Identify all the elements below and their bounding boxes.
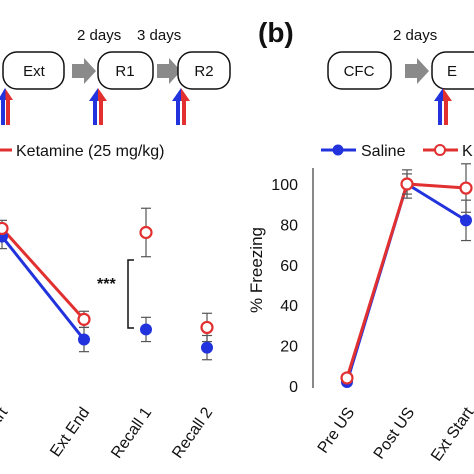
legend-ketamine-label-right: K	[462, 143, 473, 160]
stage-box-ext-label: Ext	[23, 63, 46, 80]
ketamine-point-b	[459, 181, 473, 195]
saline-point	[201, 341, 213, 354]
ketamine-point-b	[340, 371, 354, 385]
x-tick-label: Recall 2	[169, 404, 216, 461]
x-tick-label-b: Post US	[371, 405, 419, 463]
stage-box-e	[431, 51, 474, 90]
x-tick-label-b: Pre US	[315, 405, 359, 457]
stage-box-ext	[2, 51, 65, 90]
interval-label-1: 2 days	[77, 27, 121, 44]
y-tick-label: 40	[280, 298, 298, 315]
right-chart: 0 20 40 60 80 100 % Freezing Pre US Post US Ext S…	[247, 163, 474, 465]
stage-box-r1-label: R1	[115, 63, 134, 80]
legend-saline-marker	[332, 144, 344, 156]
x-tick-label: Recall 1	[108, 404, 155, 461]
left-schematic: 2 days 3 days Ext R1 R2	[0, 27, 231, 125]
interval-label-right: 2 days	[393, 27, 437, 44]
stage-box-e-label: E	[447, 63, 457, 80]
x-tick-label: Start	[0, 404, 12, 442]
saline-point	[78, 333, 90, 346]
ketamine-point	[139, 225, 153, 240]
legend-ketamine-marker-right	[434, 144, 446, 156]
saline-line	[0, 235, 86, 341]
legend-saline-label: Saline	[361, 143, 406, 160]
y-axis-label: % Freezing	[247, 227, 266, 313]
right-schematic: (b) 2 days CFC E	[258, 17, 474, 125]
saline-point	[140, 323, 152, 336]
interval-label-2: 3 days	[137, 27, 181, 44]
y-tick-label: 60	[280, 258, 298, 275]
left-chart: *** Start Ext End Recall 1 Recall 2	[0, 207, 216, 462]
y-tick-label: 100	[271, 177, 298, 194]
ketamine-line-b	[345, 182, 467, 379]
saline-line-b	[345, 181, 467, 383]
injection-arrow-2	[89, 88, 107, 125]
grey-arrow-1	[72, 58, 96, 84]
ketamine-point	[77, 312, 91, 326]
injection-arrow-3	[172, 88, 190, 125]
ketamine-point	[0, 221, 9, 236]
injection-arrow-1	[0, 88, 13, 125]
stage-box-cfc-label: CFC	[344, 63, 375, 80]
stage-box-r2	[177, 51, 231, 90]
panel-b-label: (b)	[258, 17, 294, 48]
significance-bracket	[127, 259, 134, 329]
x-tick-label-b: Ext Start	[428, 404, 474, 464]
significance-stars: ***	[97, 276, 116, 293]
legend-left: Ketamine (25 mg/kg)	[0, 143, 165, 160]
legend-right: Saline K	[321, 143, 473, 160]
stage-box-cfc	[327, 51, 392, 90]
ketamine-point-b	[400, 177, 414, 191]
y-tick-label: 20	[280, 339, 298, 356]
stage-box-r1	[97, 51, 154, 90]
legend-ketamine-label: Ketamine (25 mg/kg)	[16, 143, 165, 160]
injection-arrow-4	[434, 88, 452, 125]
stage-box-r2-label: R2	[194, 63, 213, 80]
saline-point-b	[460, 214, 472, 227]
y-tick-label: 80	[280, 217, 298, 234]
ketamine-point	[200, 320, 214, 335]
ketamine-line	[0, 227, 86, 321]
x-tick-label: Ext End	[47, 405, 93, 461]
y-tick-label: 0	[289, 379, 298, 396]
grey-arrow-3	[405, 58, 429, 84]
grey-arrow-2	[157, 58, 181, 84]
